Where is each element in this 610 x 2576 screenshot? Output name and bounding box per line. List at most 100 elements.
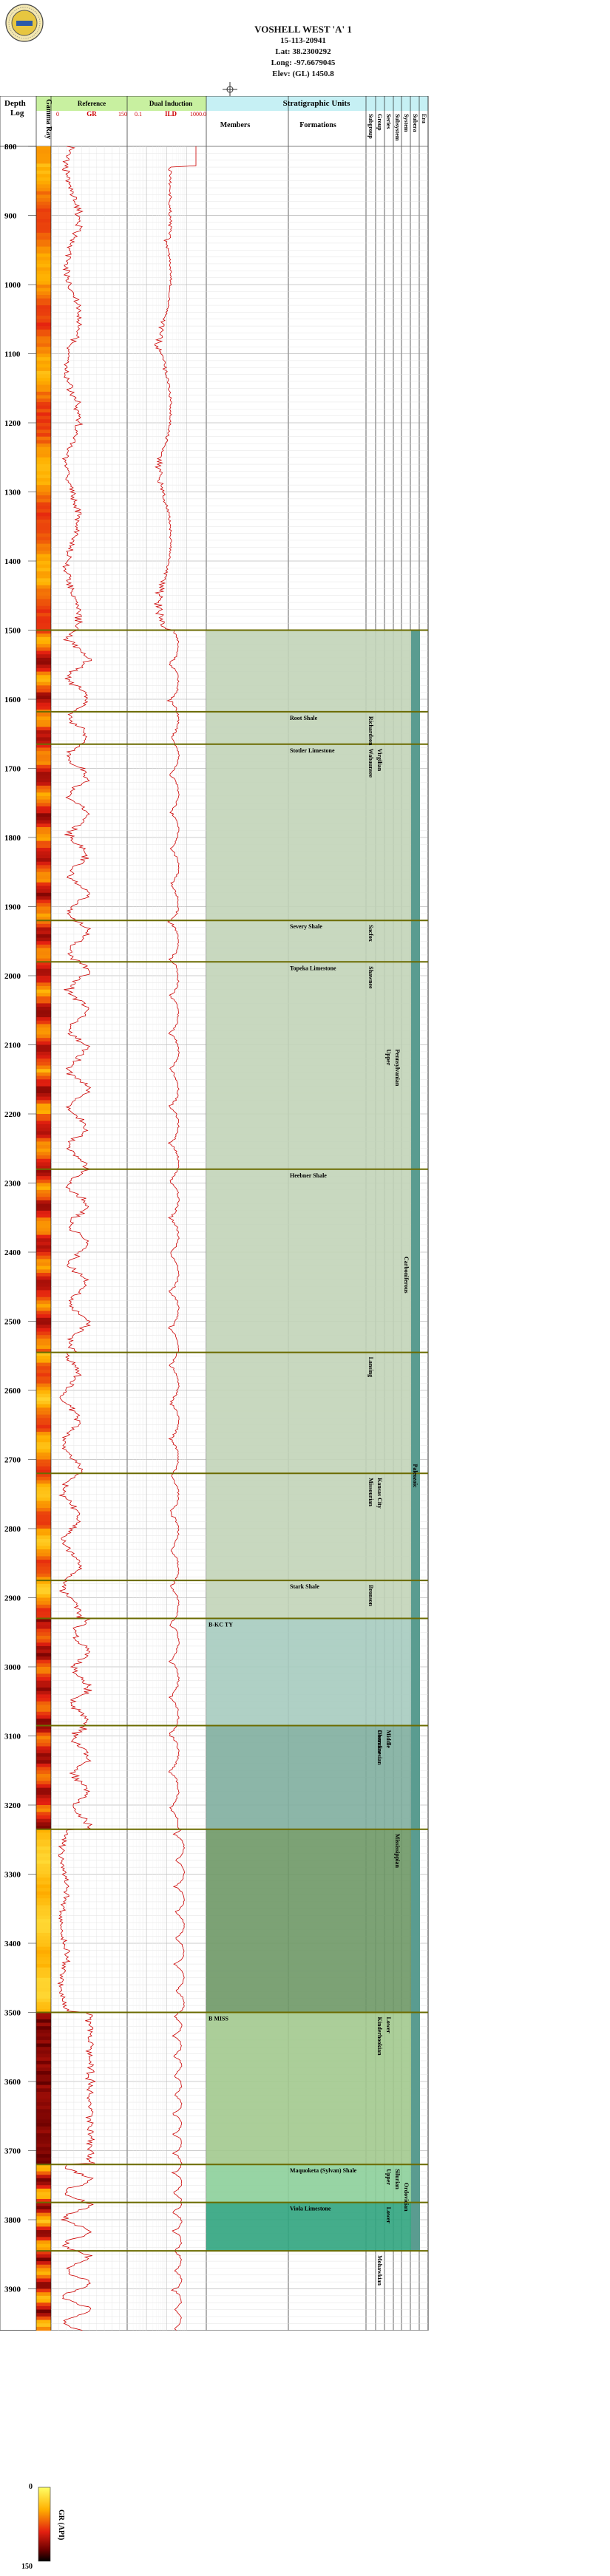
colorlith-cell (36, 826, 51, 832)
colorlith-cell (36, 1224, 51, 1228)
colorlith-cell (36, 882, 51, 887)
colorlith-cell (36, 1822, 51, 1826)
strat-band (206, 2164, 411, 2203)
colorlith-cell (36, 219, 51, 223)
ild-scale-max: 1000.0 (190, 111, 206, 118)
colorlith-cell (36, 2088, 51, 2093)
colorlith-cell (36, 1092, 51, 1098)
colorlith-cell (36, 588, 51, 593)
depth-label: 2400 (4, 1248, 21, 1257)
depth-label: 2200 (4, 1110, 21, 1119)
colorlith-cell (36, 879, 51, 883)
depth-label: 1900 (4, 903, 21, 912)
colorlith-cell (36, 2053, 51, 2058)
well-log-chart: 8009001000110012001300140015001600170018… (0, 96, 429, 2331)
colorlith-cell (36, 844, 51, 849)
colorlith-cell (36, 454, 51, 458)
rank-label: Shawnee (367, 966, 374, 989)
colorlith-cell (36, 592, 51, 597)
colorlith-cell (36, 388, 51, 392)
colorlith-cell (36, 146, 51, 151)
colorlith-cell (36, 1977, 51, 1982)
colorlith-cell (36, 2202, 51, 2206)
colorlith-cell (36, 188, 51, 192)
colorlith-cell (36, 561, 51, 565)
colorlith-cell (36, 2130, 51, 2134)
depth-label: 1200 (4, 419, 21, 428)
colorlith-cell (36, 1688, 51, 1692)
colorlith-cell (36, 2043, 51, 2047)
colorlith-cell (36, 2251, 51, 2255)
colorlith-cell (36, 495, 51, 500)
colorlith-cell (36, 1981, 51, 1985)
colorlith-cell (36, 1414, 51, 1418)
colorlith-cell (36, 1705, 51, 1709)
colorlith-cell (36, 840, 51, 845)
colorlith-cell (36, 764, 51, 769)
rank-header: Subgroup (367, 114, 374, 139)
colorlith-cell (36, 2005, 51, 2010)
colorlith-cell (36, 1507, 51, 1512)
colorlith-cell (36, 2095, 51, 2099)
colorlith-cell (36, 1739, 51, 1744)
colorlith-cell (36, 1217, 51, 1222)
colorlith-cell (36, 619, 51, 624)
rank-label: Lower (385, 2017, 392, 2034)
colorlith-cell (36, 830, 51, 835)
colorlith-cell (36, 626, 51, 631)
colorlith-cell (36, 2164, 51, 2169)
colorlith-cell (36, 1065, 51, 1070)
colorlith-cell (36, 271, 51, 275)
colorlith-cell (36, 378, 51, 382)
colorlith-cell (36, 900, 51, 904)
colorlith-cell (36, 250, 51, 254)
colorlith-cell (36, 1773, 51, 1778)
colorlith-cell (36, 2230, 51, 2235)
colorlith-cell (36, 2257, 51, 2262)
colorlith-cell (36, 2240, 51, 2245)
colorlith-cell (36, 1331, 51, 1336)
colorlith-cell (36, 1044, 51, 1049)
well-name: VOSHELL WEST 'A' 1 (254, 24, 352, 35)
colorlith-cell (36, 923, 51, 928)
colorlith-cell (36, 1877, 51, 1882)
colorlith-cell (36, 1549, 51, 1554)
colorlith-cell (36, 2115, 51, 2121)
colorlith-cell (36, 1197, 51, 1201)
colorlith-cell (36, 1894, 51, 1899)
colorlith-cell (36, 1922, 51, 1927)
colorlith-cell (36, 1622, 51, 1626)
colorlith-cell (36, 865, 51, 869)
colorlith-cell (36, 1614, 51, 1620)
colorlith-cell (36, 529, 51, 534)
colorlith-cell (36, 1345, 51, 1350)
colorlith-cell (36, 772, 51, 776)
colorlith-cell (36, 509, 51, 514)
depth-label: 3400 (4, 1940, 21, 1948)
colorlith-cell (36, 357, 51, 361)
colorlith-cell (36, 954, 51, 959)
colorlith-cell (36, 2074, 51, 2079)
colorlith-cell (36, 1162, 51, 1166)
colorlith-cell (36, 2113, 51, 2117)
gr-scale-max: 150 (118, 111, 127, 118)
colorlith-cell (36, 1348, 51, 1353)
colorlith-cell (36, 2102, 51, 2107)
colorlith-cell (36, 419, 51, 424)
colorlith-cell (36, 2050, 51, 2055)
colorlith-cell (36, 1020, 51, 1025)
colorlith-cell (36, 1401, 51, 1405)
colorlith-cell (36, 1220, 51, 1226)
reference-header-bg (36, 96, 127, 111)
gr-curve (57, 146, 96, 2331)
gr-scale-min: 0 (56, 111, 59, 118)
depth-label: 1100 (4, 350, 21, 359)
colorlith-cell (36, 616, 51, 621)
colorlith-cell (36, 747, 51, 752)
colorlith-cell (36, 475, 51, 479)
colorlith-cell (36, 2247, 51, 2252)
colorlith-cell (36, 958, 51, 962)
depth-label: 2100 (4, 1041, 21, 1050)
colorlith-cell (36, 426, 51, 430)
colorlith-cell (36, 242, 51, 248)
